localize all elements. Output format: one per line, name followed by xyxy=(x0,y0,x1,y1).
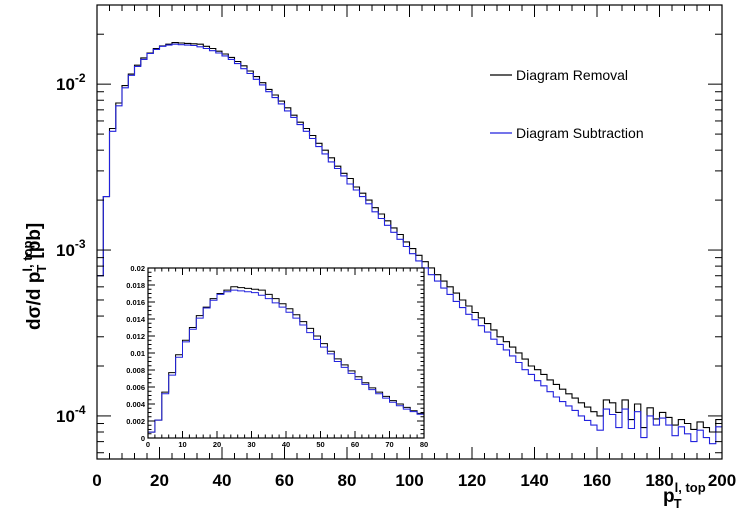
inset-x-tick-label: 70 xyxy=(385,440,393,449)
inset-x-tick-label: 80 xyxy=(420,440,428,449)
inset-y-tick-label: 0.012 xyxy=(126,332,145,341)
inset-x-tick-label: 40 xyxy=(282,440,290,449)
x-tick-label: 60 xyxy=(275,471,294,490)
inset-y-tick-label: 0.02 xyxy=(130,264,145,273)
main-plot: 0 20 40 60 80 100 120 140 160 180 200 10-410-310-2 xyxy=(56,4,736,490)
x-tick-label: 80 xyxy=(338,471,357,490)
x-tick-label: 0 xyxy=(92,471,101,490)
x-tick-label: 20 xyxy=(150,471,169,490)
inset-y-tick-label: 0 xyxy=(141,434,145,443)
y-axis-title: dσ/d pl, topT[pb] xyxy=(20,223,49,330)
series-line-diagram-removal xyxy=(97,42,722,433)
main-series-group xyxy=(97,42,722,445)
inset-series-line-diagram-subtraction xyxy=(148,289,424,433)
y-tick-label: 10-3 xyxy=(56,237,86,260)
inset-y-tick-label: 0.008 xyxy=(126,366,145,375)
x-tick-label: 200 xyxy=(708,471,736,490)
inset-background xyxy=(148,268,424,438)
legend-label-diagram-subtraction: Diagram Subtraction xyxy=(516,125,644,141)
x-tick-label: 180 xyxy=(645,471,673,490)
inset-y-tick-label: 0.016 xyxy=(126,298,145,307)
y-axis-title-text: dσ/d pl, topT[pb] xyxy=(20,223,49,330)
y-tick-label: 10-2 xyxy=(56,71,86,94)
main-x-ticks: 0 20 40 60 80 100 120 140 160 180 200 xyxy=(92,5,736,490)
inset-x-tick-label: 0 xyxy=(146,440,150,449)
inset-x-tick-label: 60 xyxy=(351,440,359,449)
inset-y-tick-label: 0.002 xyxy=(126,417,145,426)
inset-y-tick-label: 0.014 xyxy=(126,315,146,324)
series-line-diagram-subtraction xyxy=(97,43,722,445)
inset-y-tick-label: 0.004 xyxy=(126,400,146,409)
inset-x-tick-label: 10 xyxy=(178,440,186,449)
main-y-ticks: 10-4 10-3 10-2 xyxy=(56,4,722,454)
x-tick-label: 100 xyxy=(395,471,423,490)
inset-plot: 0 10 20 30 40 50 60 70 80 00.0020.0040.0060.0080… xyxy=(126,264,428,449)
inset-y-tick-label: 0.01 xyxy=(130,349,145,358)
legend-label-diagram-removal: Diagram Removal xyxy=(516,67,628,83)
inset-y-ticks: 0 0.002 0.004 0.006 0.008 0.01 0.012 0.014 0.016… xyxy=(126,264,424,443)
inset-x-tick-label: 30 xyxy=(247,440,255,449)
x-tick-label: 140 xyxy=(520,471,548,490)
inset-series-group xyxy=(148,286,424,433)
x-tick-label: 120 xyxy=(458,471,486,490)
inset-y-tick-label: 0.018 xyxy=(126,281,145,290)
inset-x-tick-label: 50 xyxy=(316,440,324,449)
inset-x-ticks: 0 10 20 30 40 50 60 70 80 xyxy=(146,268,428,449)
x-tick-label: 160 xyxy=(583,471,611,490)
inset-y-tick-label: 0.006 xyxy=(126,383,145,392)
legend: Diagram Removal Diagram Subtraction xyxy=(490,67,644,141)
x-tick-label: 40 xyxy=(213,471,232,490)
y-tick-label: 10-4 xyxy=(56,403,86,426)
inset-x-tick-label: 20 xyxy=(213,440,221,449)
